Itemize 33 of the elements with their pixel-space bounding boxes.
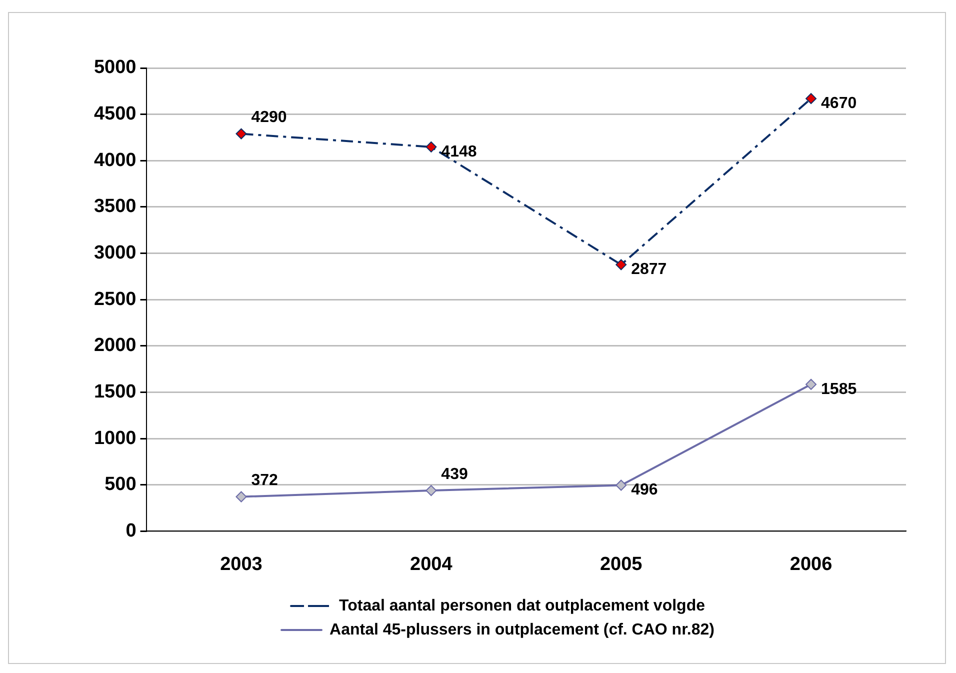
data-label: 4148	[441, 143, 477, 160]
y-tick-label: 1500	[94, 381, 136, 402]
point	[616, 259, 627, 270]
point	[236, 491, 247, 502]
data-label: 4290	[251, 109, 287, 126]
data-label: 496	[631, 482, 658, 499]
y-tick-label: 5000	[94, 57, 136, 78]
point	[616, 480, 627, 491]
legend-label: Aantal 45-plussers in outplacement (cf. CAO nr.82)	[330, 621, 714, 638]
x-tick-label: 2004	[410, 554, 453, 575]
y-tick-label: 3500	[94, 196, 136, 218]
data-label: 2877	[631, 261, 667, 278]
point	[426, 141, 437, 152]
data-label: 439	[441, 466, 468, 483]
point	[806, 378, 817, 390]
y-tick-label: 500	[104, 474, 136, 496]
x-tick-label: 2005	[600, 554, 643, 575]
point	[426, 485, 437, 496]
data-label: 4670	[821, 94, 857, 112]
x-tick-label: 2003	[220, 554, 262, 575]
data-label: 372	[251, 472, 278, 490]
y-tick-label: 4500	[94, 104, 136, 125]
y-tick-label: 2500	[94, 288, 136, 310]
x-tick-label: 2006	[790, 554, 832, 575]
y-tick-label: 1000	[94, 428, 136, 449]
data-label: 1585	[821, 380, 857, 398]
y-tick-label: 3000	[94, 242, 136, 264]
y-tick-label: 4000	[94, 150, 136, 171]
legend-label: Totaal aantal personen dat outplacement volgde	[339, 597, 706, 614]
y-tick-label: 2000	[94, 335, 136, 356]
y-tick-label: 0	[126, 520, 136, 542]
point	[806, 93, 817, 104]
point	[236, 128, 247, 140]
